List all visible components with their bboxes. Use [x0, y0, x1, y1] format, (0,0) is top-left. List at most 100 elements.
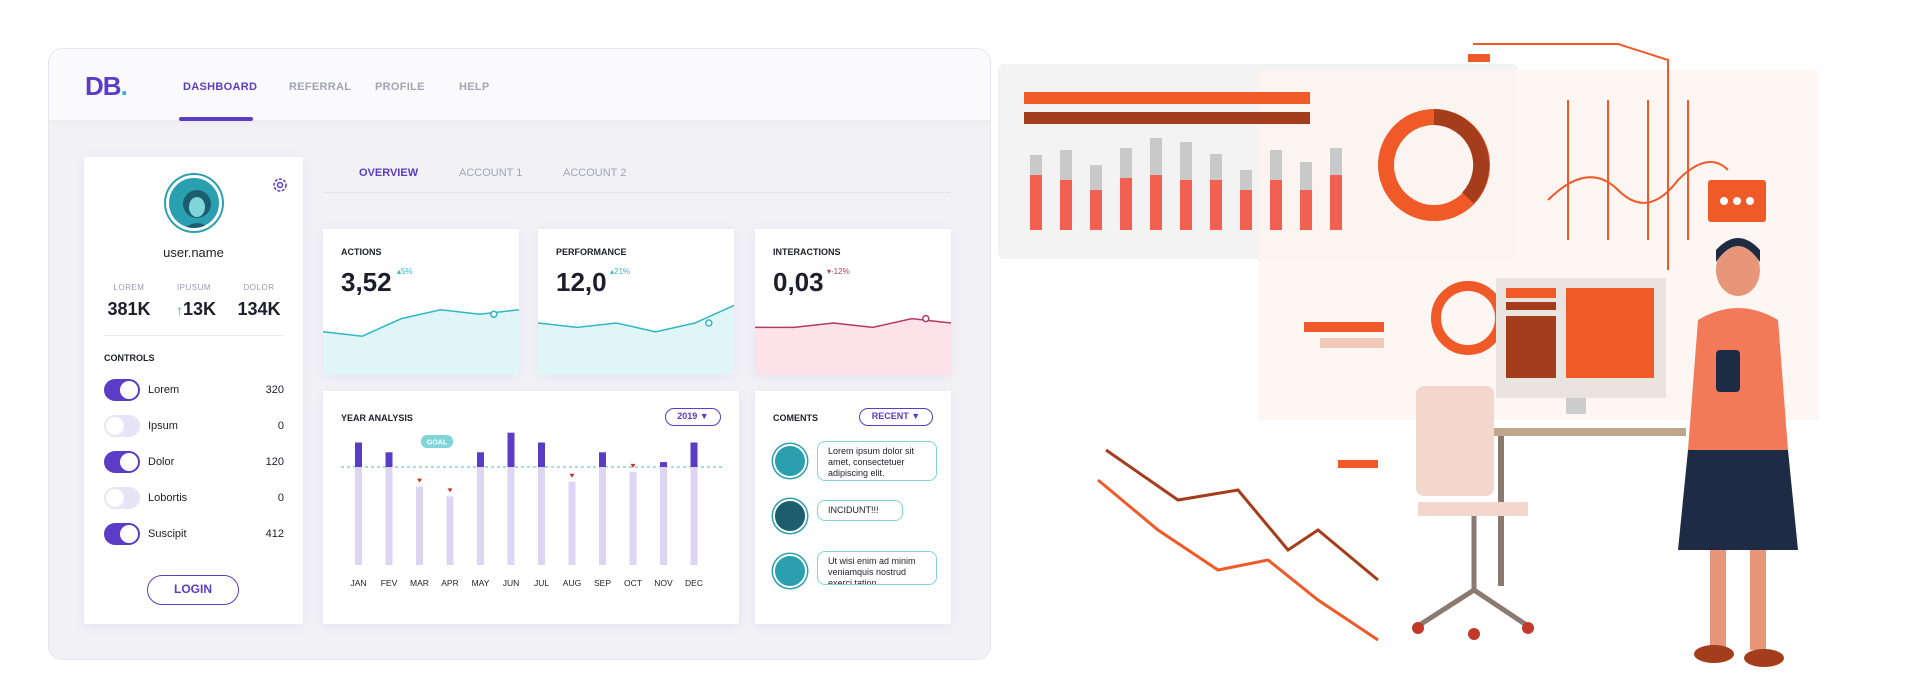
- control-row-suscipit: Suscipit 412: [104, 523, 284, 547]
- year-analysis-card: YEAR ANALYSIS 2019 ▼ GOAL JAN FEV MAR APR MAY…: [323, 391, 739, 624]
- kpi-value: 0,03: [773, 267, 824, 297]
- stat-value-dolor: 134K: [237, 299, 281, 319]
- bar-over-goal: [477, 452, 484, 467]
- nav-help[interactable]: HELP: [459, 81, 490, 93]
- month-tick-label: FEV: [381, 578, 398, 588]
- bar-base: [355, 467, 362, 565]
- tab-account-2[interactable]: ACCOUNT 2: [563, 167, 627, 179]
- control-value: 120: [265, 456, 284, 468]
- toggle-switch[interactable]: [104, 379, 140, 401]
- below-goal-marker: [447, 488, 453, 493]
- control-label: Lorem: [148, 384, 180, 396]
- kpi-delta: ▴5%: [397, 267, 413, 276]
- month-tick-label: OCT: [624, 578, 642, 588]
- stat-value-ipusum: ↑13K: [175, 299, 217, 319]
- login-button[interactable]: LOGIN: [147, 575, 239, 605]
- bar-over-goal: [660, 462, 667, 467]
- below-goal-marker: [569, 473, 575, 478]
- dashboard-window: DB. DASHBOARD REFERRAL PROFILE HELP user…: [48, 48, 991, 660]
- person-figure: [1678, 238, 1798, 667]
- tab-account-1[interactable]: ACCOUNT 1: [459, 167, 523, 179]
- app-logo[interactable]: DB.: [85, 71, 128, 101]
- bar-base: [568, 481, 576, 565]
- bar-base: [599, 467, 606, 565]
- month-tick-label: MAY: [472, 578, 490, 588]
- month-tick-label: JAN: [350, 578, 366, 588]
- month-tick-label: MAR: [410, 578, 429, 588]
- control-row-dolor: Dolor 120: [104, 451, 284, 475]
- kpi-card-performance[interactable]: PERFORMANCE 12,0 ▴21%: [538, 229, 734, 375]
- comment-bubble: Ut wisi enim ad minim veniamquis nostrud…: [817, 551, 937, 585]
- bar-over-goal: [355, 442, 362, 467]
- avatar[interactable]: [773, 444, 807, 478]
- bar-base: [629, 471, 637, 565]
- control-value: 412: [265, 528, 284, 540]
- year-bar-chart: GOAL JAN FEV MAR APR MAY JUN JUL AUG SEP OCT NOV DEC: [341, 432, 723, 588]
- nav-dashboard[interactable]: DASHBOARD: [183, 81, 258, 93]
- illustration-bars: [1030, 138, 1342, 230]
- bar-over-goal: [507, 432, 515, 467]
- profile-card: user.name LOREM IPUSUM DOLOR 381K ↑13K 1…: [84, 157, 303, 624]
- kpi-sparkline: [323, 309, 519, 375]
- bar-base: [385, 467, 393, 565]
- chair: [1416, 386, 1494, 496]
- kpi-title: ACTIONS: [341, 247, 382, 257]
- month-tick-label: JUL: [534, 578, 549, 588]
- comments-title: COMENTS: [773, 413, 818, 423]
- toggle-switch[interactable]: [104, 415, 140, 437]
- control-row-ipsum: Ipsum 0: [104, 415, 284, 439]
- kpi-sparkline: [538, 304, 734, 375]
- kpi-sparkline: [755, 314, 951, 375]
- kpi-card-interactions[interactable]: INTERACTIONS 0,03 ▾-12%: [755, 229, 951, 375]
- bar-over-goal: [385, 452, 393, 467]
- sparkline-line: [538, 304, 734, 333]
- office-illustration: [998, 43, 1818, 667]
- kpi-title: PERFORMANCE: [556, 247, 627, 257]
- sparkline-area: [755, 318, 951, 375]
- sparkline-line: [755, 317, 951, 329]
- control-label: Lobortis: [148, 492, 188, 504]
- avatar[interactable]: [773, 499, 807, 533]
- nav-profile[interactable]: PROFILE: [375, 81, 425, 93]
- gear-icon[interactable]: [270, 175, 290, 195]
- kpi-delta: ▾-12%: [827, 267, 850, 276]
- sparkline-point: [490, 310, 498, 318]
- arrow-up-icon: ↑: [175, 302, 183, 318]
- control-value: 0: [277, 420, 284, 432]
- toggle-switch[interactable]: [104, 487, 140, 509]
- kpi-value: 12,0: [556, 267, 607, 297]
- stat-label-ipusum: IPUSUM: [176, 283, 212, 292]
- bar-over-goal: [690, 442, 698, 467]
- tab-overview[interactable]: OVERVIEW: [359, 167, 419, 179]
- avatar[interactable]: [773, 554, 807, 588]
- username: user.name: [163, 245, 224, 260]
- month-tick-label: DEC: [685, 578, 703, 588]
- month-tick-label: SEP: [594, 578, 611, 588]
- bar-over-goal: [599, 452, 606, 467]
- sparkline-area: [323, 309, 519, 375]
- month-tick-label: JUN: [503, 578, 520, 588]
- recent-filter-select[interactable]: RECENT ▼: [859, 408, 933, 426]
- stat-value-lorem: 381K: [107, 299, 151, 319]
- control-row-lorem: Lorem 320: [104, 379, 284, 403]
- top-navigation-bar: DB. DASHBOARD REFERRAL PROFILE HELP: [49, 49, 990, 121]
- kpi-card-actions[interactable]: ACTIONS 3,52 ▴5%: [323, 229, 519, 375]
- sparkline-point: [922, 314, 930, 323]
- kpi-delta: ▴21%: [610, 267, 631, 276]
- bar-base: [507, 467, 515, 565]
- bar-base: [446, 496, 454, 565]
- control-label: Dolor: [148, 456, 175, 468]
- month-tick-label: AUG: [563, 578, 581, 588]
- goal-badge: GOAL: [421, 435, 453, 448]
- toggle-switch[interactable]: [104, 451, 140, 473]
- user-avatar[interactable]: [166, 175, 222, 231]
- year-select[interactable]: 2019 ▼: [665, 408, 721, 426]
- toggle-switch[interactable]: [104, 523, 140, 545]
- control-row-lobortis: Lobortis 0: [104, 487, 284, 511]
- goal-label: GOAL: [427, 440, 448, 447]
- nav-referral[interactable]: REFERRAL: [289, 81, 352, 93]
- month-tick-label: APR: [441, 578, 458, 588]
- active-nav-indicator: [179, 117, 253, 121]
- stat-label-dolor: DOLOR: [243, 283, 275, 292]
- bar-over-goal: [538, 442, 545, 467]
